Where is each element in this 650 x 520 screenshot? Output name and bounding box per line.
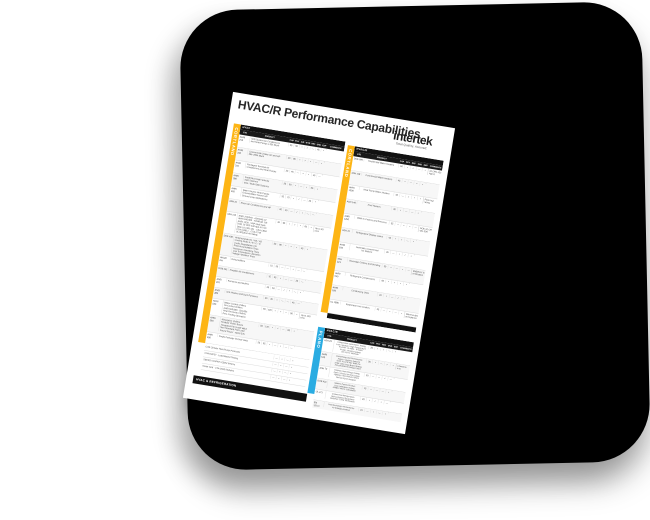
footnote-cell: • — [287, 370, 294, 376]
intertek-logo: intertek Total Quality. Assured. — [384, 129, 442, 152]
comment-line: verification — [412, 272, 424, 277]
row-code: ASH 37 — [229, 199, 238, 204]
row-code: AHRI 540 — [334, 271, 341, 278]
row-code: ANSI Z83 — [214, 288, 221, 295]
row-comment: Chambers A–D — [395, 363, 411, 372]
comment-line: acceptance — [405, 315, 418, 320]
row-code: ANSI Z21 — [215, 277, 222, 284]
row-comment: 10 CFR 430 App E — [427, 168, 443, 177]
footnote-cell: • — [286, 377, 293, 383]
table-body: ASH 23 Compressor Calorimeter Testing Low … — [312, 337, 413, 423]
row-code: ASH 72 — [341, 228, 350, 233]
table-section-plano: PLANO HVAC/R STD PRODUCT CAP PSY REF SND ESP CO… — [305, 326, 414, 423]
row-code: DOE 431 — [317, 379, 327, 384]
footnote-cell: • — [289, 358, 296, 363]
row-code: ASH 118 — [351, 171, 361, 176]
row-code: AHRI 1250 — [343, 214, 350, 221]
row-code: UL 1995 — [330, 300, 339, 305]
row-code: ASH 72 — [319, 366, 328, 371]
row-code: ASH 146 — [346, 200, 356, 205]
row-code: AHRI 520 — [332, 286, 339, 293]
row-code: UL 471 — [315, 390, 323, 394]
row-code: ASH 23 — [323, 338, 332, 343]
row-code: AHRI 390 — [206, 332, 214, 339]
row-code: EN 13771 — [313, 401, 320, 408]
row-comment: First hour rating — [422, 197, 438, 206]
row-comment: ENERGY STAR verification — [410, 268, 426, 278]
row-comment: DOE 10 CFR 431.306 — [417, 225, 433, 235]
row-code: DOE 431 — [218, 266, 228, 271]
row-comment: Witness data acceptance — [403, 311, 419, 321]
row-code: DOE 430 — [223, 234, 234, 239]
footnote-cell: • — [288, 364, 295, 370]
row-code: ASH 32.1 — [336, 257, 343, 264]
row-code: ASH 116 — [227, 212, 237, 217]
row-code: AHRI 1300 — [348, 185, 355, 193]
row-code: AHAM DH — [219, 255, 227, 262]
row-code: DOE WH — [353, 157, 364, 162]
